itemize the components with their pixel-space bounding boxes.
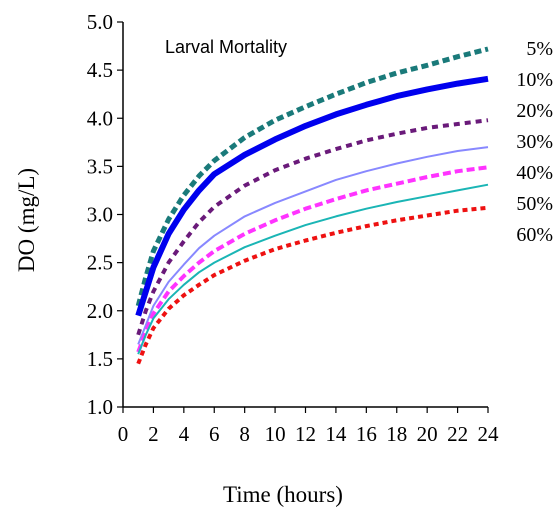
series-line-40pct: [136, 165, 489, 353]
series-line-60pct: [136, 205, 489, 365]
y-tick-label: 5.0: [87, 10, 113, 34]
series-label-60pct: 60%: [516, 224, 553, 246]
y-tick-label: 2.0: [87, 299, 113, 323]
annotation-larval-mortality: Larval Mortality: [165, 37, 287, 57]
series-labels-layer: 5% 10% 20% 30% 40% 50% 60%: [516, 38, 553, 246]
y-tick-label: 3.0: [87, 203, 113, 227]
x-tick-label: 4: [179, 422, 190, 446]
y-tick-label: 4.5: [87, 58, 113, 82]
series-label-10pct: 10%: [516, 69, 553, 91]
y-tick-label: 2.5: [87, 251, 113, 275]
x-tick-label: 2: [148, 422, 159, 446]
y-axis-title: DO (mg/L): [14, 168, 39, 272]
series-line-30pct: [137, 146, 489, 345]
y-tick-label: 1.5: [87, 347, 113, 371]
x-tick-label: 14: [325, 422, 347, 446]
x-tick-label: 6: [209, 422, 220, 446]
x-tick-label: 22: [447, 422, 468, 446]
x-tick-label: 0: [118, 422, 129, 446]
series-label-30pct: 30%: [516, 131, 553, 153]
series-line-20pct: [136, 118, 489, 336]
x-tick-label: 8: [239, 422, 250, 446]
series-label-5pct: 5%: [526, 38, 553, 60]
ticks-layer: 1.01.52.02.53.03.54.04.55.00 2 4 6 8 10 12 14 16…: [87, 10, 499, 446]
series-line-5pct: [135, 46, 489, 307]
x-tick-label: 16: [356, 422, 377, 446]
x-tick-label: 24: [478, 422, 500, 446]
x-tick-label: 20: [417, 422, 438, 446]
x-tick-label: 18: [386, 422, 407, 446]
y-tick-label: 4.0: [87, 106, 113, 130]
series-line-10pct: [135, 75, 489, 317]
series-layer: [135, 46, 489, 365]
y-tick-label: 3.5: [87, 154, 113, 178]
x-tick-label: 10: [265, 422, 286, 446]
series-label-40pct: 40%: [516, 162, 553, 184]
series-label-50pct: 50%: [516, 193, 553, 215]
x-axis-title: Time (hours): [223, 482, 343, 507]
x-tick-label: 12: [295, 422, 316, 446]
series-label-20pct: 20%: [516, 100, 553, 122]
y-tick-label: 1.0: [87, 395, 113, 419]
series-line-50pct: [137, 183, 489, 355]
